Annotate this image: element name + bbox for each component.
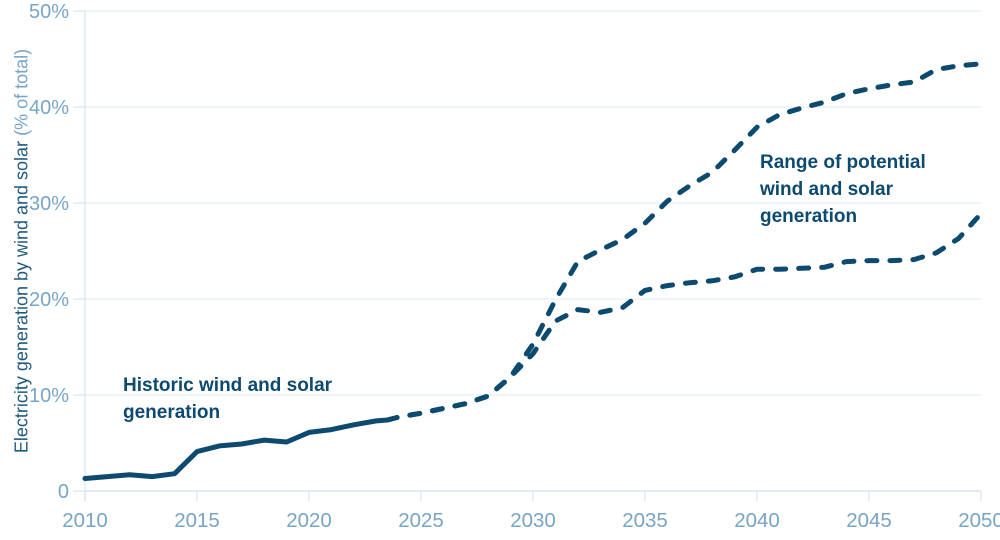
y-tick-label: 50% (29, 1, 69, 23)
annotation-historic-wind-solar: Historic wind and solar generation (123, 375, 333, 423)
y-tick-label: 30% (29, 193, 69, 215)
y-axis-title-spacer (12, 136, 32, 141)
y-tick-label: 40% (29, 97, 69, 119)
x-tick-label: 2020 (286, 509, 332, 532)
x-tick-label: 2025 (398, 509, 444, 532)
x-tick-label: 2015 (174, 509, 220, 532)
y-axis-title-unit: (% of total) (11, 48, 32, 136)
series-potential-low (384, 211, 984, 423)
x-tick-label: 2050 (958, 509, 1000, 532)
x-tick-label: 2040 (734, 509, 780, 532)
y-tick-label: 10% (29, 385, 69, 407)
series-potential-high (384, 61, 984, 423)
annotation-range-of-potential: Range of potential wind and solar genera… (760, 152, 926, 227)
series-historic (82, 417, 390, 481)
y-tick-label: 0 (58, 481, 69, 503)
y-axis-title: Electricity generation by wind and solar… (12, 49, 33, 453)
x-tick-label: 2030 (510, 509, 556, 532)
y-tick-label: 20% (29, 289, 69, 311)
x-tick-label: 2010 (62, 509, 108, 532)
x-tick-label: 2045 (846, 509, 892, 532)
x-tick-label: 2035 (622, 509, 668, 532)
y-axis-title-main: Electricity generation by wind and solar (11, 140, 32, 454)
